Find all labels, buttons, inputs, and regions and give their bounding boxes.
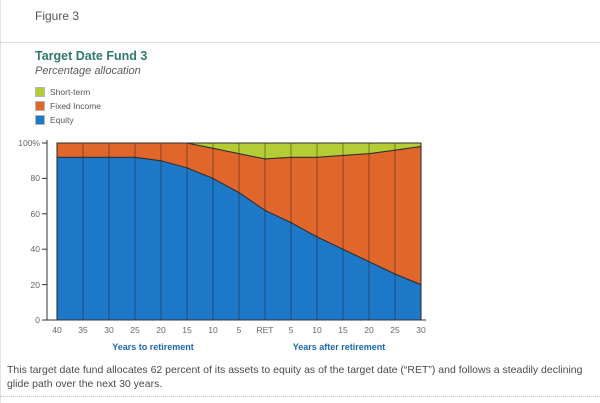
x-tick-label: 30 bbox=[104, 325, 114, 335]
x-axis-group-label-after: Years after retirement bbox=[292, 342, 386, 352]
legend-label: Equity bbox=[50, 115, 74, 125]
x-tick-label: 5 bbox=[288, 325, 294, 335]
x-tick-label: 40 bbox=[52, 325, 62, 335]
x-tick-label: 25 bbox=[130, 325, 140, 335]
y-tick-label: 40 bbox=[30, 244, 40, 255]
chart-subtitle: Percentage allocation bbox=[35, 65, 141, 77]
panel-left-border bbox=[0, 0, 1, 403]
chart-legend: Short-term Fixed Income Equity bbox=[35, 85, 101, 127]
x-tick-label: 10 bbox=[312, 325, 322, 335]
equity-swatch-icon bbox=[35, 115, 45, 125]
x-tick-label: 20 bbox=[156, 325, 166, 335]
top-divider bbox=[0, 42, 600, 43]
x-tick-label: 25 bbox=[390, 325, 400, 335]
y-tick-label: 0 bbox=[35, 315, 40, 325]
x-tick-label: 15 bbox=[338, 325, 348, 335]
figure-label: Figure 3 bbox=[35, 9, 80, 23]
bottom-divider bbox=[0, 396, 600, 397]
chart-title: Target Date Fund 3 bbox=[35, 49, 148, 63]
short-term-swatch-icon bbox=[35, 87, 45, 97]
x-tick-label: RET bbox=[256, 325, 274, 335]
legend-label: Short-term bbox=[50, 87, 91, 97]
x-tick-label: 35 bbox=[78, 325, 88, 335]
fixed-income-swatch-icon bbox=[35, 101, 45, 111]
figure-caption: This target date fund allocates 62 perce… bbox=[7, 364, 583, 391]
x-tick-label: 10 bbox=[208, 325, 218, 335]
y-tick-label: 80 bbox=[30, 173, 40, 184]
y-tick-label: 100% bbox=[18, 138, 40, 148]
legend-item-fixed-income: Fixed Income bbox=[35, 99, 101, 113]
legend-item-equity: Equity bbox=[35, 113, 101, 127]
legend-label: Fixed Income bbox=[50, 101, 102, 111]
x-tick-label: 15 bbox=[182, 325, 192, 335]
x-tick-label: 5 bbox=[236, 325, 242, 335]
x-tick-label: 20 bbox=[364, 325, 374, 335]
y-tick-label: 20 bbox=[30, 279, 40, 290]
y-tick-label: 60 bbox=[30, 208, 40, 219]
area-short-term bbox=[56, 142, 422, 160]
legend-item-short-term: Short-term bbox=[35, 85, 101, 99]
x-tick-label: 30 bbox=[416, 325, 426, 335]
x-axis-group-label-before: Years to retirement bbox=[112, 342, 194, 352]
